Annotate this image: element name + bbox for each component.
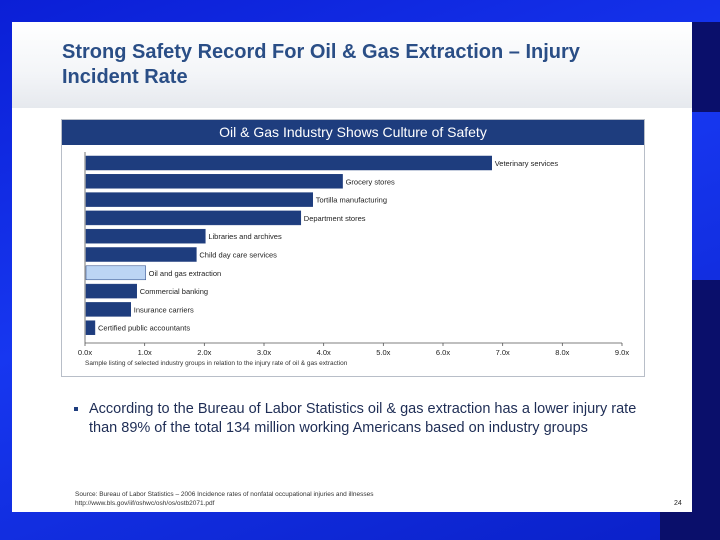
bullet-marker: [74, 407, 78, 411]
bar-label: Libraries and archives: [208, 232, 282, 241]
bar-label: Insurance carriers: [134, 305, 194, 314]
x-tick-label: 0.0x: [78, 348, 92, 357]
x-tick-label: 6.0x: [436, 348, 450, 357]
chart-footnote: Sample listing of selected industry grou…: [85, 360, 348, 367]
source-citation: Source: Bureau of Labor Statistics – 200…: [75, 490, 595, 508]
x-tick-label: 7.0x: [496, 348, 510, 357]
chart-panel: Oil & Gas Industry Shows Culture of Safe…: [61, 119, 645, 377]
x-tick-label: 2.0x: [197, 348, 211, 357]
x-tick-label: 4.0x: [317, 348, 331, 357]
bar: [85, 228, 206, 244]
bar: [85, 192, 313, 207]
bar: [85, 320, 96, 335]
page-number: 24: [674, 500, 682, 507]
x-tick-label: 1.0x: [138, 348, 152, 357]
x-tick-label: 5.0x: [376, 348, 390, 357]
bar-label: Oil and gas extraction: [149, 269, 222, 278]
source-line: Source: Bureau of Labor Statistics – 200…: [75, 491, 374, 498]
bar: [85, 247, 197, 262]
slide-title: Strong Safety Record For Oil & Gas Extra…: [62, 41, 580, 88]
bar-chart: Veterinary services Grocery stores Tortill…: [78, 152, 629, 367]
bar-label: Child day care services: [199, 251, 277, 260]
bar-label: Grocery stores: [346, 177, 395, 186]
x-tick-label: 8.0x: [555, 348, 569, 357]
bar-label: Veterinary services: [495, 159, 559, 168]
bar-label: Department stores: [304, 214, 366, 223]
slide: Strong Safety Record For Oil & Gas Extra…: [12, 22, 692, 512]
bar: [85, 302, 131, 317]
source-url: http://www.bls.gov/iif/oshwc/osh/os/ostb…: [75, 500, 215, 507]
x-tick-label: 9.0x: [615, 348, 629, 357]
bar: [85, 155, 492, 171]
bullet-text: According to the Bureau of Labor Statist…: [89, 401, 637, 436]
bar: [85, 265, 146, 281]
bar-label: Tortilla manufacturing: [316, 196, 387, 205]
bar: [85, 174, 343, 189]
x-tick-label: 3.0x: [257, 348, 271, 357]
bar: [85, 283, 137, 299]
bar-label: Certified public accountants: [98, 324, 190, 333]
bar: [85, 210, 302, 226]
title-band: Strong Safety Record For Oil & Gas Extra…: [12, 22, 692, 108]
bar-label: Commercial banking: [140, 287, 208, 296]
chart-title: Oil & Gas Industry Shows Culture of Safe…: [62, 120, 644, 145]
